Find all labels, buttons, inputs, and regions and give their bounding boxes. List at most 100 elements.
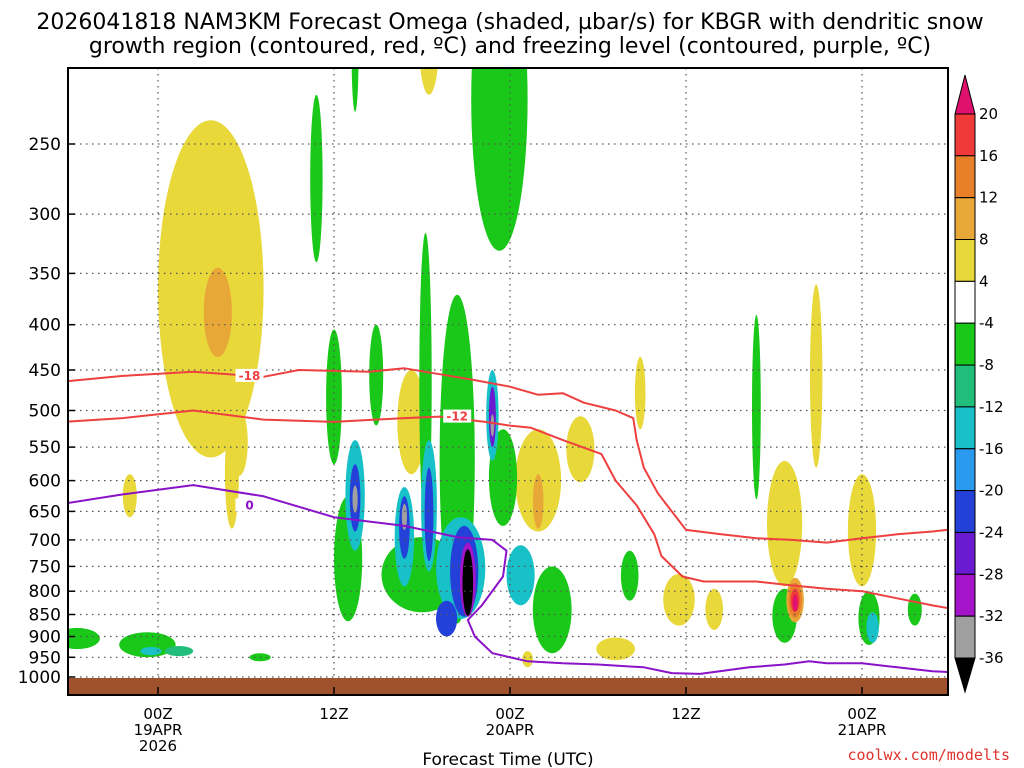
x-tick-label-0-2: 2026 — [139, 737, 177, 755]
y-tick-label-850: 850 — [29, 606, 61, 626]
colorbar-bin-3 — [954, 197, 976, 240]
omega-cell-c1c — [352, 485, 358, 513]
omega-cell-ur1 — [420, 68, 438, 95]
omega-cell-ur13 — [810, 284, 823, 468]
x-tick-label-3-0: 12Z — [671, 705, 700, 723]
omega-cell-d1c — [165, 646, 194, 657]
colorbar-label-7: -12 — [979, 398, 1004, 416]
colorbar-bin-5 — [954, 280, 976, 324]
contour-dgz-minus18 — [68, 367, 948, 544]
colorbar-arrow-top — [954, 74, 976, 115]
omega-cell-c9 — [866, 612, 879, 643]
colorbar-bin-9 — [954, 448, 976, 492]
contour-dgz-minus12 — [68, 409, 948, 610]
contour-freezing-level-0 — [68, 484, 948, 675]
omega-cell-c4c — [490, 414, 495, 437]
colorbar-label-9: -20 — [979, 482, 1004, 500]
contour-label-bg-dgz-minus18 — [235, 368, 264, 382]
ground-surface — [68, 678, 948, 695]
y-tick-label-550: 550 — [29, 438, 61, 458]
x-tick-label-4-0: 00Z — [847, 705, 876, 723]
colorbar-label-5: -4 — [979, 314, 994, 332]
omega-cell-d11 — [369, 324, 384, 426]
colorbar-label-8: -16 — [979, 440, 1004, 458]
omega-cell-ur8 — [634, 356, 646, 430]
omega-cell-d1 — [68, 627, 100, 650]
omega-cell-d5 — [532, 566, 572, 654]
omega-cell-c3d — [462, 549, 474, 616]
y-tick-label-700: 700 — [29, 531, 61, 551]
contour-label-dgz-minus12: -12 — [446, 410, 468, 424]
colorbar-label-4: 4 — [979, 272, 989, 290]
contour-label-bg-dgz-minus12 — [443, 409, 472, 423]
omega-cell-c6 — [506, 545, 535, 606]
x-tick-label-2-0: 00Z — [495, 705, 524, 723]
contour-label-bg-freezing-level-0 — [235, 498, 264, 512]
y-tick-label-450: 450 — [29, 361, 61, 381]
y-tick-label-500: 500 — [29, 402, 61, 422]
omega-cell-d10 — [326, 329, 342, 465]
y-axis: 2503003504004505005506006507007508008509… — [18, 135, 75, 688]
colorbar-label-3: 8 — [979, 231, 989, 249]
omega-cell-ur7 — [566, 416, 595, 483]
y-tick-label-400: 400 — [29, 316, 61, 336]
grid-lines — [68, 68, 948, 695]
omega-cell-c7 — [436, 600, 458, 637]
y-tick-label-1000: 1000 — [18, 668, 61, 688]
y-tick-label-600: 600 — [29, 472, 61, 492]
contour-label-dgz-minus18: -18 — [239, 369, 261, 383]
colorbar-label-10: -24 — [979, 524, 1004, 542]
colorbar-label-11: -28 — [979, 565, 1004, 583]
omega-cell-d14 — [471, 68, 528, 251]
omega-cell-ur3 — [122, 474, 137, 518]
colorbar-label-2: 12 — [979, 189, 998, 207]
terrain-ground — [68, 678, 948, 695]
x-axis-label: Forecast Time (UTC) — [422, 750, 593, 768]
colorbar-bin-11 — [954, 532, 976, 575]
colorbar-label-0: 20 — [979, 105, 998, 123]
credit-link[interactable]: coolwx.com/modelts — [847, 746, 1010, 764]
omega-cell-ur11 — [705, 588, 723, 631]
omega-cell-c8 — [140, 647, 162, 656]
y-tick-label-350: 350 — [29, 264, 61, 284]
omega-cell-hot4 — [792, 594, 798, 612]
contour-label-freezing-level-0: 0 — [245, 498, 253, 512]
title-line-1: 2026041818 NAM3KM Forecast Omega (shaded… — [36, 10, 983, 35]
omega-cell-ur9 — [596, 637, 635, 661]
omega-cell-ur12 — [767, 460, 803, 587]
colorbar-label-1: 16 — [979, 147, 998, 165]
colorbar-bin-7 — [954, 364, 976, 408]
x-tick-label-2-1: 20APR — [486, 721, 535, 739]
omega-cell-ur15 — [397, 370, 426, 475]
omega-cell-m1c — [203, 267, 232, 357]
contour-lines: -18 -12 0 — [68, 367, 948, 675]
x-tick-label-1-0: 12Z — [319, 705, 348, 723]
y-tick-label-650: 650 — [29, 502, 61, 522]
y-tick-label-800: 800 — [29, 582, 61, 602]
colorbar-bin-10 — [954, 490, 976, 533]
y-tick-label-900: 900 — [29, 628, 61, 648]
colorbar-label-13: -36 — [979, 649, 1004, 667]
y-tick-label-300: 300 — [29, 205, 61, 225]
x-tick-label-4-1: 21APR — [838, 721, 887, 739]
colorbar-arrow-bottom — [954, 657, 976, 694]
omega-cell-d9 — [907, 593, 922, 626]
y-tick-label-950: 950 — [29, 648, 61, 668]
x-tick-label-0-0: 00Z — [143, 705, 172, 723]
omega-cell-d16 — [310, 94, 323, 263]
omega-cell-ur6 — [522, 651, 533, 668]
omega-cell-d17 — [351, 68, 359, 112]
colorbar-bin-13 — [954, 615, 976, 659]
colorbar-bin-1 — [954, 113, 976, 157]
colorbar: 20 16 12 8 4 -4 -8 -12 -16 -20 -24 -28 -32 -36 — [954, 74, 1004, 694]
plot-frame — [67, 67, 949, 696]
colorbar-bin-4 — [954, 239, 976, 282]
omega-cell-c5b — [424, 467, 434, 562]
colorbar-bin-2 — [954, 155, 976, 199]
title-line-2: growth region (contoured, red, ºC) and f… — [89, 34, 931, 59]
y-tick-label-250: 250 — [29, 135, 61, 155]
omega-cell-ur5c — [532, 474, 544, 529]
omega-cell-ur10 — [663, 574, 695, 626]
